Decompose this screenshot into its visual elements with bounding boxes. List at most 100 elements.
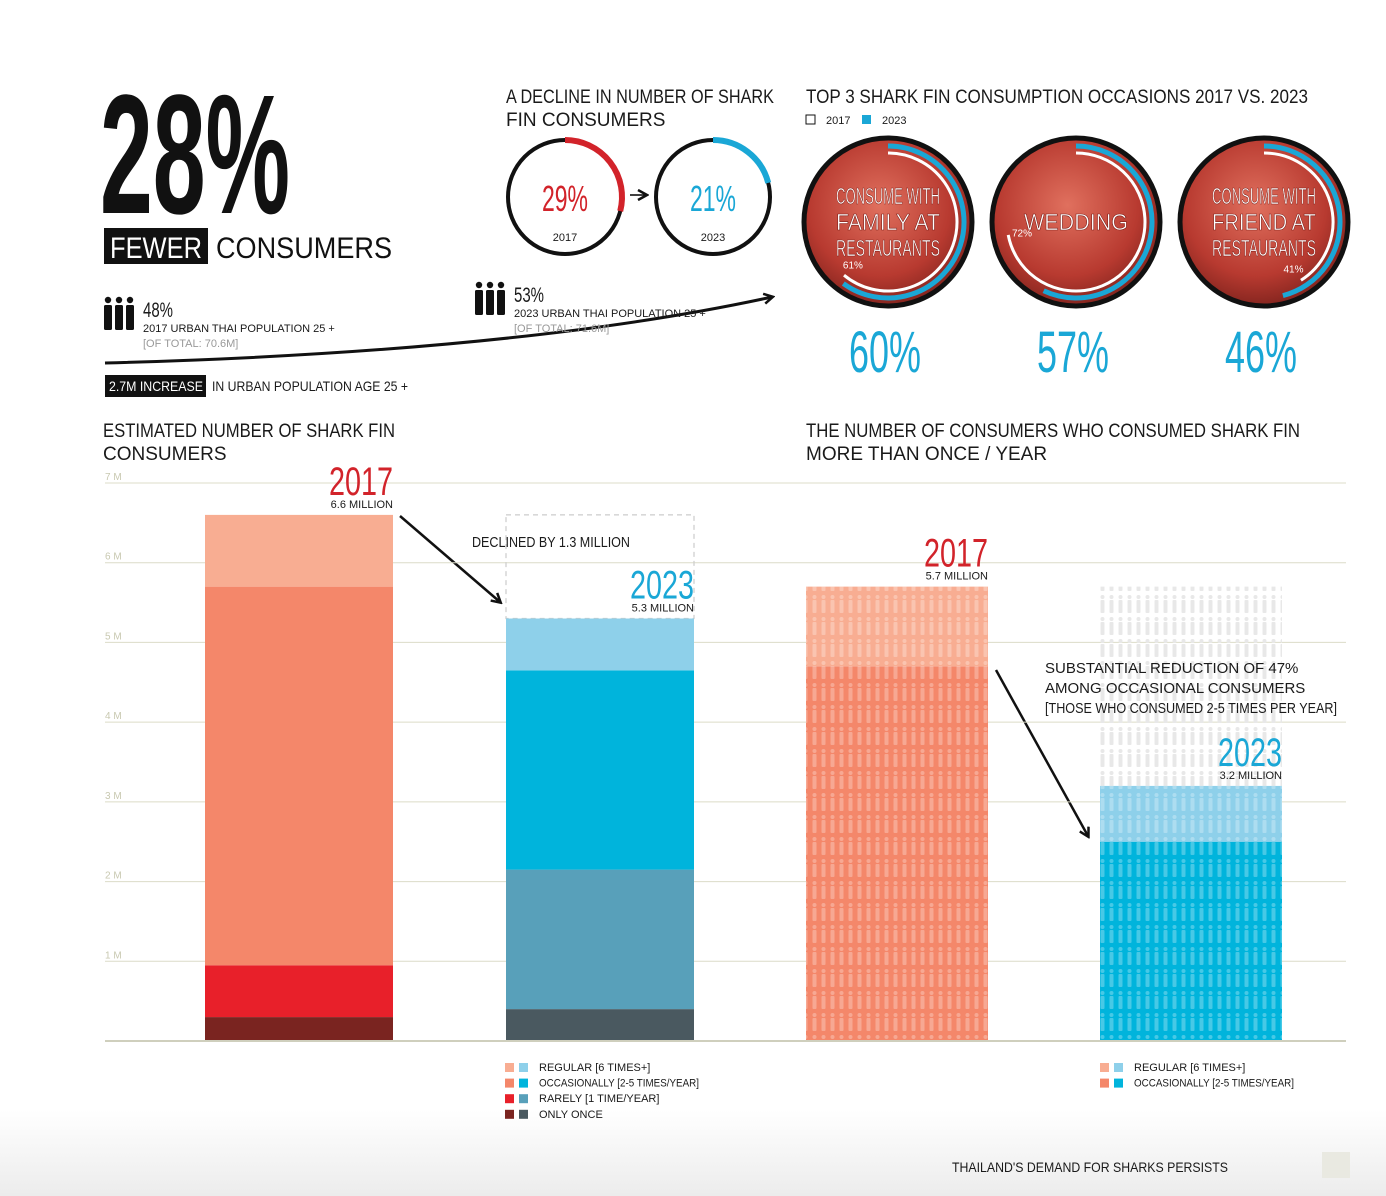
y-tick-label: 7 M: [105, 472, 122, 483]
occasion-2023-percent: 57%: [1037, 320, 1109, 385]
legend-label: OCCASIONALLY [2-5 TIMES/YEAR]: [539, 1078, 699, 1090]
legend-swatch: [1100, 1078, 1109, 1088]
chart-title: THE NUMBER OF CONSUMERS WHO CONSUMED SHA…: [806, 421, 1300, 442]
headline-fewer: FEWER: [110, 232, 202, 265]
increase-text: IN URBAN POPULATION AGE 25 +: [212, 378, 408, 394]
occasion-2023-percent: 60%: [849, 320, 921, 385]
person-icon: [115, 305, 123, 330]
occasions-title: TOP 3 SHARK FIN CONSUMPTION OCCASIONS 20…: [806, 87, 1308, 108]
annotation: [THOSE WHO CONSUMED 2-5 TIMES PER YEAR]: [1045, 700, 1337, 717]
person-icon: [115, 296, 123, 304]
bar-segment: [205, 965, 393, 1018]
arc-2017: [1006, 151, 1147, 293]
category-label: 2017: [924, 532, 988, 576]
growth-arrow: [104, 297, 772, 365]
decline-year: 2023: [701, 232, 725, 244]
person-icon: [486, 290, 494, 315]
arc-2017: [843, 151, 959, 293]
person-icon: [497, 290, 505, 315]
occasion-photo: [989, 135, 1163, 309]
legend-swatch: [862, 115, 871, 124]
total-label: 6.6 MILLION: [331, 499, 393, 511]
person-icon: [486, 281, 494, 289]
legend-label: REGULAR [6 TIMES+]: [539, 1062, 650, 1074]
occasion-label: RESTAURANTS: [836, 235, 940, 261]
headline-figure: 28%: [100, 60, 290, 250]
occasion-photo: [1177, 135, 1351, 309]
figure-pattern: [1100, 785, 1282, 842]
chart-title: MORE THAN ONCE / YEAR: [806, 444, 1047, 465]
category-label: 2017: [329, 460, 393, 504]
previous-total-outline: [505, 514, 695, 620]
legend-label: 2017: [826, 115, 850, 127]
legend-label: REGULAR [6 TIMES+]: [1134, 1062, 1245, 1074]
decline-percent: 21%: [690, 178, 736, 219]
chart-title: CONSUMERS: [103, 444, 227, 465]
person-icon: [497, 281, 505, 289]
decline-title: FIN CONSUMERS: [506, 110, 665, 131]
legend-swatch: [1100, 1063, 1109, 1072]
legend-swatch: [519, 1094, 528, 1104]
person-icon: [475, 281, 483, 289]
occasion-2023-percent: 46%: [1225, 320, 1297, 385]
legend-label: 2023: [882, 115, 906, 127]
bar-segment: [506, 869, 694, 1010]
figure-pattern: [806, 586, 988, 667]
occasion-label: WEDDING: [1024, 209, 1128, 235]
occasion-label: CONSUME WITH: [1212, 183, 1316, 209]
decline-arrow-chart: [399, 515, 500, 602]
bar-segment: [506, 618, 694, 671]
legend-swatch: [1114, 1063, 1123, 1072]
bar-segment: [205, 1017, 393, 1041]
increase-box: [105, 375, 206, 397]
person-icon: [104, 296, 112, 304]
legend-swatch: [1114, 1078, 1123, 1088]
y-tick-label: 3 M: [105, 791, 122, 802]
legend-swatch: [519, 1063, 528, 1072]
population-percent: 48%: [143, 299, 173, 322]
decline-arc: [712, 137, 772, 184]
legend-label: OCCASIONALLY [2-5 TIMES/YEAR]: [1134, 1078, 1294, 1090]
reduction-arrow: [994, 669, 1088, 836]
category-label: 2023: [630, 564, 694, 608]
person-icon: [126, 296, 134, 304]
population-caption: 2017 URBAN THAI POPULATION 25 +: [143, 323, 335, 335]
occasion-photo: [801, 135, 975, 309]
fewer-box: [104, 228, 208, 264]
legend-swatch: [505, 1094, 514, 1104]
footer-band: [0, 1110, 1386, 1196]
occasion-2017-label: 61%: [843, 260, 863, 271]
occasion-label: RESTAURANTS: [1212, 235, 1316, 261]
legend-swatch: [505, 1078, 514, 1088]
person-icon: [475, 290, 483, 315]
increase-highlight: 2.7M INCREASE: [109, 378, 203, 394]
y-tick-label: 2 M: [105, 871, 122, 882]
y-tick-label: 6 M: [105, 552, 122, 563]
decline-year: 2017: [553, 232, 577, 244]
decline-title: A DECLINE IN NUMBER OF SHARK: [506, 87, 774, 108]
figure-pattern: [1100, 841, 1282, 1041]
population-total: [OF TOTAL: 71.6M]: [514, 323, 609, 335]
legend-swatch: [805, 114, 816, 125]
legend-swatch: [505, 1109, 514, 1119]
total-label: 5.7 MILLION: [926, 571, 988, 583]
figure-pattern: [806, 666, 988, 1041]
annotation: SUBSTANTIAL REDUCTION OF 47%: [1045, 660, 1298, 677]
headline-consumers: CONSUMERS: [216, 232, 392, 265]
arc-2023: [1042, 143, 1155, 301]
annotation: AMONG OCCASIONAL CONSUMERS: [1045, 680, 1305, 697]
legend-label: RARELY [1 TIME/YEAR]: [539, 1093, 659, 1105]
occasion-2017-label: 72%: [1012, 228, 1032, 239]
occasion-label: FRIEND AT: [1212, 209, 1316, 235]
chart-title: ESTIMATED NUMBER OF SHARK FIN: [103, 421, 395, 442]
occasion-2017-label: 41%: [1283, 264, 1303, 275]
previous-total-ghost: [1100, 586, 1282, 786]
population-total: [OF TOTAL: 70.6M]: [143, 338, 238, 350]
legend-label: ONLY ONCE: [539, 1109, 603, 1121]
total-label: 3.2 MILLION: [1220, 770, 1282, 782]
bar-segment: [205, 586, 393, 966]
arc-2023: [1263, 143, 1343, 299]
footer: THAILAND'S DEMAND FOR SHARKS PERSISTS: [952, 1159, 1228, 1175]
category-label: 2023: [1218, 731, 1282, 775]
